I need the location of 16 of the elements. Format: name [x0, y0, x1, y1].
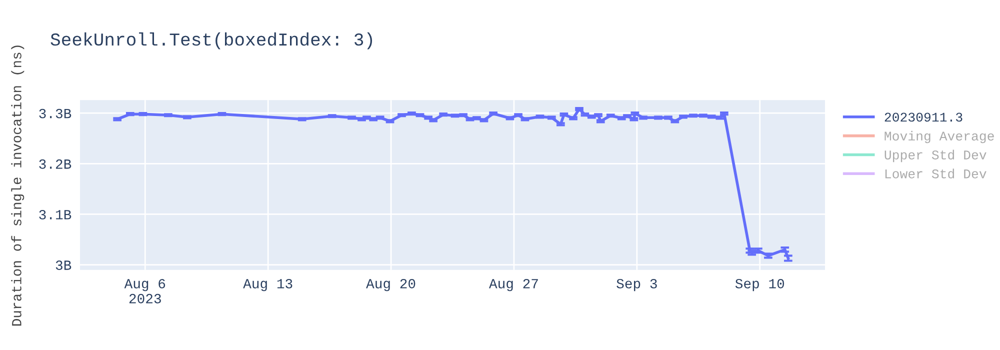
legend-label: Moving Average: [884, 130, 994, 144]
x-tick-label: Sep 3: [616, 278, 657, 292]
x-tick-label: Aug 13: [243, 278, 292, 292]
x-tick-label: Aug 6 2023: [124, 278, 166, 304]
x-tick-label: Aug 20: [366, 278, 416, 292]
y-tick-label: 3B: [56, 260, 72, 270]
chart-title: SeekUnroll.Test(boxedIndex: 3): [50, 32, 372, 50]
x-tick-label: Sep 10: [735, 278, 784, 292]
y-tick-label: 3.1B: [39, 210, 72, 220]
legend-label: Lower Std Dev: [885, 168, 986, 178]
y-tick-label: 3.2B: [39, 159, 72, 169]
legend-label: Upper Std Dev: [884, 150, 986, 162]
x-tick-label: Aug 27: [488, 278, 538, 292]
legend-label: 20230911.3: [884, 112, 962, 122]
y-axis-title: Duration of single invocation (ns): [11, 46, 24, 326]
y-tick-label: 3.3B: [39, 108, 72, 118]
